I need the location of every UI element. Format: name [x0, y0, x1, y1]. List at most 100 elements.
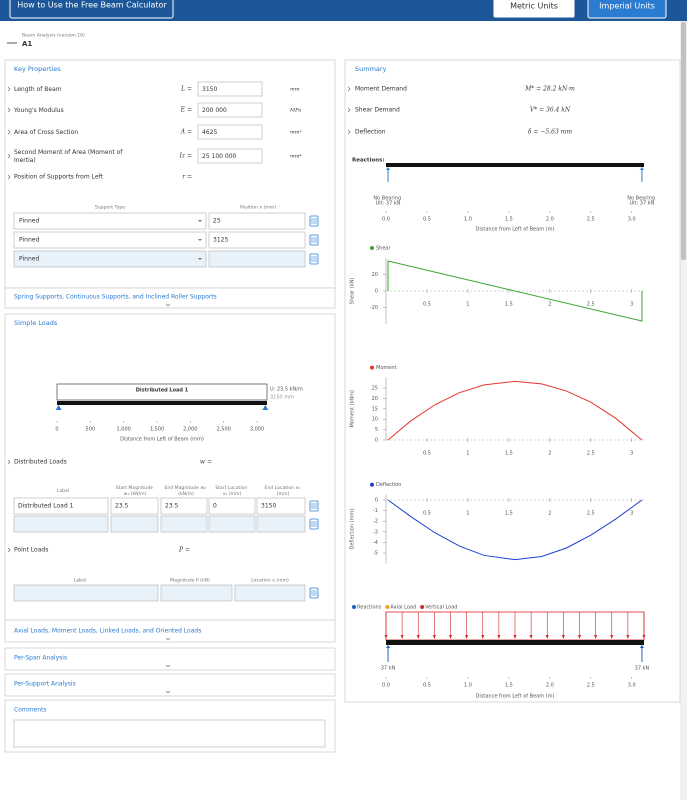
input-box[interactable]: [256, 497, 306, 515]
x-tick-label: 2: [548, 451, 551, 457]
position-input[interactable]: [208, 250, 306, 268]
position-input[interactable]: [208, 212, 306, 230]
input-box[interactable]: [110, 515, 159, 533]
data-line: [387, 380, 643, 441]
panel: [4, 673, 336, 697]
support-type-select[interactable]: [13, 231, 207, 249]
dropdown-arrow: [198, 220, 202, 222]
x-tick-label: 3: [630, 511, 633, 517]
chevron: [7, 174, 11, 180]
x-tick-label: 1,500: [150, 427, 164, 433]
x-axis-label: Distance from Left of Beam (m): [476, 227, 555, 233]
beam: [386, 163, 644, 167]
section-title: Simple Loads: [14, 319, 58, 327]
x-tick-label: 0.0: [382, 683, 390, 689]
input-box[interactable]: [160, 497, 208, 515]
panel: [4, 287, 336, 309]
input-box[interactable]: [208, 515, 256, 533]
comments-input[interactable]: [13, 719, 326, 748]
imperial-button[interactable]: [587, 0, 667, 19]
y-tick-label: 20: [372, 396, 378, 402]
property-value: 4625: [202, 129, 217, 136]
section-title: Key Properties: [14, 65, 61, 73]
beam: [386, 640, 644, 645]
arrow-head: [639, 167, 644, 170]
support-position: 3125: [213, 237, 228, 244]
arrow-head: [384, 635, 388, 639]
position-input[interactable]: [208, 231, 306, 249]
loads-symbol: w =: [200, 459, 212, 466]
version: Beam Analysis (version 16): [22, 33, 85, 39]
input-box[interactable]: [256, 515, 306, 533]
x-tick-label: 0.5: [423, 511, 431, 517]
x-tick-label: 0.0: [382, 217, 390, 223]
x-tick-label: 2.5: [587, 683, 595, 689]
panel: [4, 313, 336, 621]
x-tick-label: 0.5: [423, 683, 431, 689]
input-box[interactable]: [208, 497, 256, 515]
input-box[interactable]: [110, 497, 159, 515]
arrow-head: [481, 635, 485, 639]
input-box[interactable]: [197, 148, 263, 164]
beam: [57, 401, 267, 405]
legend-label: Shear: [376, 246, 391, 252]
support-position: 25: [213, 218, 221, 225]
chevron: [7, 153, 11, 159]
input-box[interactable]: [234, 584, 306, 602]
section-title: Comments: [14, 707, 47, 714]
arrow-head: [594, 635, 598, 639]
column-header: End Magnitude w₂ (kN/m): [164, 485, 207, 497]
column-header: End Location x₂ (mm): [264, 485, 301, 497]
arrow-head: [529, 635, 533, 639]
help-button[interactable]: [9, 0, 174, 19]
y-tick-label: 5: [375, 427, 378, 433]
arrow-head: [610, 635, 614, 639]
property-symbol: E =: [180, 107, 192, 114]
legend-label: Deflection: [376, 482, 401, 488]
input-box[interactable]: [160, 584, 233, 602]
arrow-head: [561, 635, 565, 639]
y-tick-label: -1: [373, 508, 378, 514]
input-box[interactable]: [197, 81, 263, 97]
loads-label: Distributed Loads: [14, 459, 67, 466]
chevron: [165, 690, 171, 694]
column-header: Label: [74, 578, 86, 584]
property-label: Area of Cross Section: [14, 129, 78, 136]
data-line: [387, 499, 643, 561]
arrow-head: [386, 645, 391, 648]
loads-symbol: P =: [178, 547, 190, 554]
x-tick-label: 0.5: [423, 217, 431, 223]
input-box[interactable]: [13, 497, 109, 515]
scrollbar: [680, 21, 687, 800]
analysis-name: A1: [22, 40, 32, 48]
support-type-select[interactable]: [13, 250, 207, 268]
property-unit: MPa: [289, 108, 301, 114]
x-tick-label: 0: [55, 427, 58, 433]
arrow-head: [449, 635, 452, 639]
property-symbol: A =: [180, 129, 192, 136]
input-box[interactable]: [13, 584, 159, 602]
arrow-head: [386, 167, 391, 170]
chevron: [7, 459, 11, 465]
scrollbar-thumb[interactable]: [681, 22, 686, 260]
chevron: [347, 107, 351, 113]
chevron: [347, 129, 351, 135]
support-type-select[interactable]: [13, 212, 207, 230]
loads-label: Point Loads: [14, 547, 48, 554]
x-tick-label: 2.0: [546, 683, 554, 689]
summary-label: Deflection: [355, 129, 386, 136]
input-box[interactable]: [197, 102, 263, 118]
y-tick-label: 25: [372, 386, 378, 392]
summary-value: V* = 36.4 kN: [530, 107, 571, 114]
input-box[interactable]: [13, 515, 109, 533]
x-axis-label: Distance from Left of Beam (mm): [120, 437, 204, 443]
x-tick-label: 2.5: [587, 217, 595, 223]
arrow-head: [639, 645, 644, 648]
x-tick-label: 1,000: [117, 427, 131, 433]
x-tick-label: 1.0: [464, 217, 472, 223]
load-cell: Distributed Load 1: [18, 503, 74, 510]
input-box[interactable]: [160, 515, 208, 533]
input-box[interactable]: [197, 124, 263, 140]
arrow-head: [432, 635, 436, 639]
metric-button[interactable]: [492, 0, 576, 19]
